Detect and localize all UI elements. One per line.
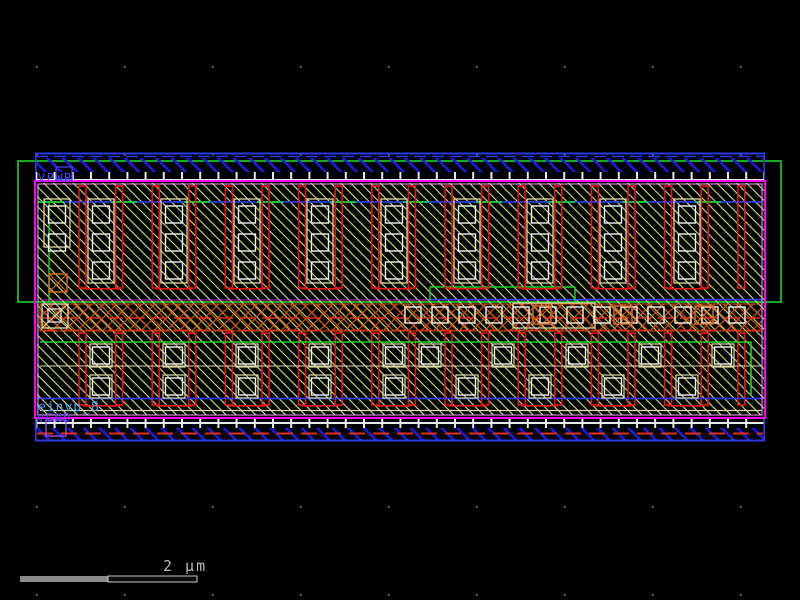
scale-bar: 2 µm bbox=[20, 557, 207, 583]
scale-bar-open-segment bbox=[107, 575, 198, 583]
vpwr-label: VPWR bbox=[38, 171, 73, 185]
cell-geometry bbox=[17, 152, 782, 442]
cell-name-label: einvp_8 bbox=[38, 400, 100, 415]
vgnd-label: VGND bbox=[37, 411, 72, 425]
scale-bar-label: 2 µm bbox=[163, 557, 207, 575]
scale-bar-filled-segment bbox=[20, 576, 108, 582]
